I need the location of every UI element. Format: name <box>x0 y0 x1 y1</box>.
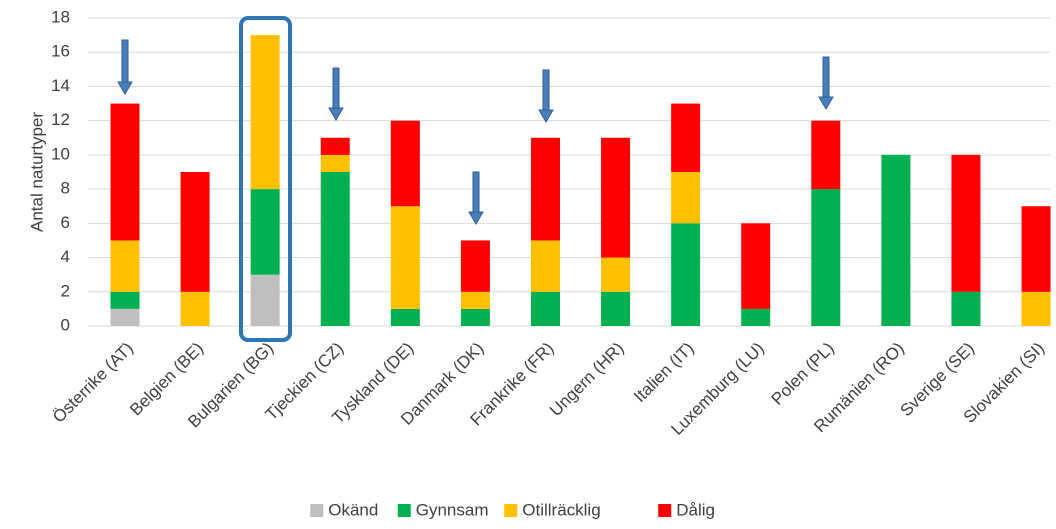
arrow <box>822 56 830 98</box>
bar-segment <box>460 240 490 292</box>
x-tick-label: Polen (PL) <box>768 339 838 409</box>
bar-segment <box>320 154 350 172</box>
bar-segment <box>110 240 140 292</box>
bar-segment <box>320 172 350 326</box>
legend-swatch <box>504 504 518 517</box>
y-tick-label: 8 <box>61 179 70 198</box>
arrow-head <box>117 81 133 95</box>
y-tick-label: 14 <box>51 76 70 95</box>
y-tick-label: 18 <box>51 7 70 26</box>
y-tick-label: 6 <box>61 213 70 232</box>
bar-segment <box>460 308 490 326</box>
bar-segment <box>110 103 140 241</box>
bar-segment <box>110 308 140 326</box>
arrow-head <box>328 107 344 121</box>
arrow <box>332 67 340 109</box>
bar-segment <box>811 189 841 326</box>
highlight-box <box>239 16 292 342</box>
annotations <box>117 39 834 225</box>
arrow <box>121 39 129 83</box>
bar-segment <box>530 291 560 326</box>
bar-segment <box>881 154 911 326</box>
bar-segment <box>671 172 701 224</box>
legend-label: Okänd <box>328 500 378 519</box>
bar-segment <box>671 103 701 172</box>
y-tick-label: 16 <box>51 42 70 61</box>
bar-segment <box>320 137 350 155</box>
bar-segment <box>460 291 490 309</box>
y-tick-label: 4 <box>61 247 70 266</box>
bar-segment <box>601 291 631 326</box>
x-tick-label: Italien (IT) <box>630 339 698 407</box>
bar-segment <box>250 189 280 275</box>
arrow-head <box>468 211 484 225</box>
bar-segment <box>811 120 841 190</box>
arrow-head <box>818 96 834 110</box>
bar-segment <box>180 291 210 326</box>
legend-label: Otillräcklig <box>522 500 600 519</box>
bar-segment <box>671 223 701 326</box>
legend: Okänd Gynnsam Otillräcklig Dålig <box>310 500 715 519</box>
bar-segment <box>601 137 631 258</box>
y-tick-label: 10 <box>51 144 70 163</box>
legend-swatch <box>397 504 411 517</box>
bar-segment <box>741 223 771 309</box>
bar-segment <box>1021 206 1051 292</box>
bar-segment <box>530 240 560 292</box>
bar-segment <box>530 137 560 241</box>
bar-segment <box>1021 291 1051 326</box>
bar-segment <box>741 308 771 326</box>
bar-segment <box>601 257 631 292</box>
legend-swatch <box>310 504 324 517</box>
bar-segment <box>951 291 981 326</box>
y-tick-label: 12 <box>51 110 70 129</box>
legend-label: Dålig <box>676 500 715 519</box>
x-tick-label: Ungern (HR) <box>546 339 628 421</box>
bar-segment <box>390 308 420 326</box>
bar-segment <box>110 291 140 309</box>
bars <box>110 35 1051 326</box>
bar-segment <box>390 206 420 309</box>
bar-segment <box>951 154 981 292</box>
bar-segment <box>390 120 420 207</box>
bar-segment <box>250 35 280 190</box>
arrow <box>542 69 550 111</box>
bar-segment <box>250 274 280 326</box>
arrow-head <box>538 109 554 123</box>
legend-label: Gynnsam <box>416 500 489 519</box>
x-tick-label: Österrike (AT) <box>49 339 137 427</box>
y-axis-label: Antal naturtyper <box>27 112 46 232</box>
arrow <box>472 171 480 213</box>
legend-swatch <box>658 504 672 517</box>
grid <box>88 17 1050 327</box>
y-tick-label: 0 <box>61 315 70 334</box>
bar-segment <box>180 172 210 292</box>
y-tick-label: 2 <box>61 281 70 300</box>
